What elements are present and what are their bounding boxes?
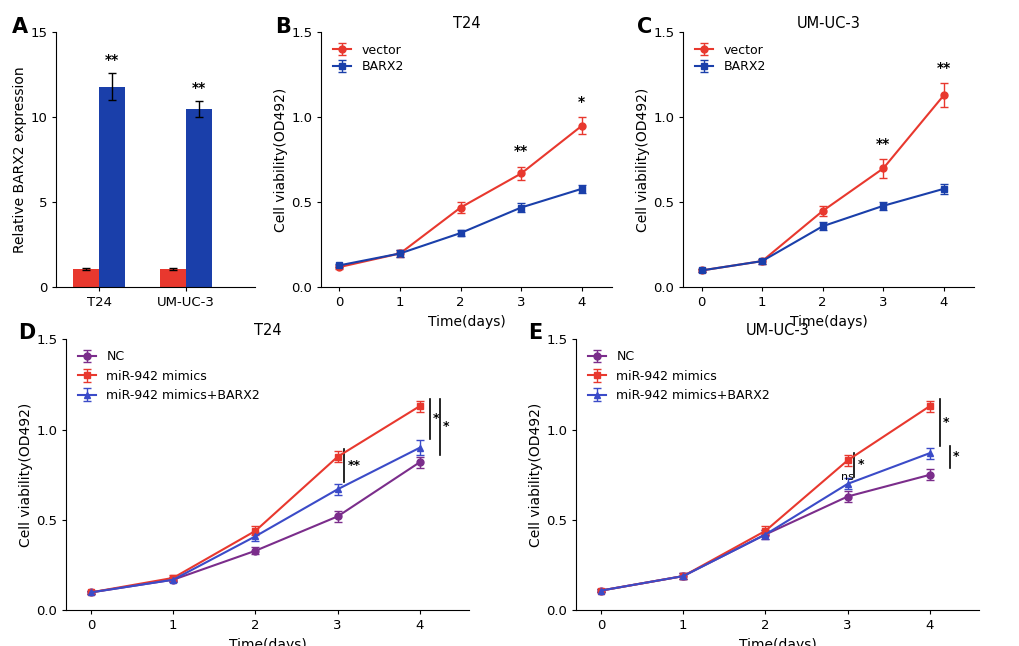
- Bar: [160, 269, 185, 287]
- Text: E: E: [528, 323, 542, 343]
- Text: A: A: [12, 17, 29, 37]
- Legend: vector, BARX2: vector, BARX2: [327, 39, 409, 78]
- Y-axis label: Cell viability(OD492): Cell viability(OD492): [529, 402, 543, 547]
- Text: **: **: [105, 53, 119, 67]
- Text: **: **: [192, 81, 206, 95]
- Title: UM-UC-3: UM-UC-3: [745, 323, 809, 338]
- Y-axis label: Cell viability(OD492): Cell viability(OD492): [274, 88, 288, 232]
- X-axis label: Time(days): Time(days): [228, 638, 307, 646]
- Text: D: D: [18, 323, 36, 343]
- Title: T24: T24: [254, 323, 281, 338]
- Bar: [73, 269, 99, 287]
- X-axis label: Time(days): Time(days): [427, 315, 505, 329]
- Legend: vector, BARX2: vector, BARX2: [348, 34, 417, 68]
- Text: *: *: [857, 459, 863, 472]
- X-axis label: Time(days): Time(days): [789, 315, 867, 329]
- Text: **: **: [514, 144, 528, 158]
- Y-axis label: Cell viability(OD492): Cell viability(OD492): [19, 402, 34, 547]
- Text: ns: ns: [841, 472, 853, 482]
- Text: **: **: [875, 136, 890, 151]
- X-axis label: Time(days): Time(days): [738, 638, 816, 646]
- Text: *: *: [578, 95, 585, 109]
- Title: T24: T24: [452, 16, 480, 31]
- Text: C: C: [636, 17, 651, 37]
- Text: *: *: [952, 450, 959, 463]
- Title: UM-UC-3: UM-UC-3: [796, 16, 860, 31]
- Text: B: B: [274, 17, 290, 37]
- Text: **: **: [347, 459, 360, 472]
- Bar: [185, 109, 212, 287]
- Text: **: **: [935, 61, 950, 75]
- Text: *: *: [442, 421, 449, 433]
- Y-axis label: Relative BARX2 expression: Relative BARX2 expression: [13, 67, 28, 253]
- Legend: vector, BARX2: vector, BARX2: [689, 39, 770, 78]
- Y-axis label: Cell viability(OD492): Cell viability(OD492): [636, 88, 650, 232]
- Text: *: *: [433, 412, 439, 425]
- Bar: [99, 87, 125, 287]
- Text: *: *: [943, 416, 949, 429]
- Legend: NC, miR-942 mimics, miR-942 mimics+BARX2: NC, miR-942 mimics, miR-942 mimics+BARX2: [582, 346, 774, 407]
- Legend: NC, miR-942 mimics, miR-942 mimics+BARX2: NC, miR-942 mimics, miR-942 mimics+BARX2: [72, 346, 265, 407]
